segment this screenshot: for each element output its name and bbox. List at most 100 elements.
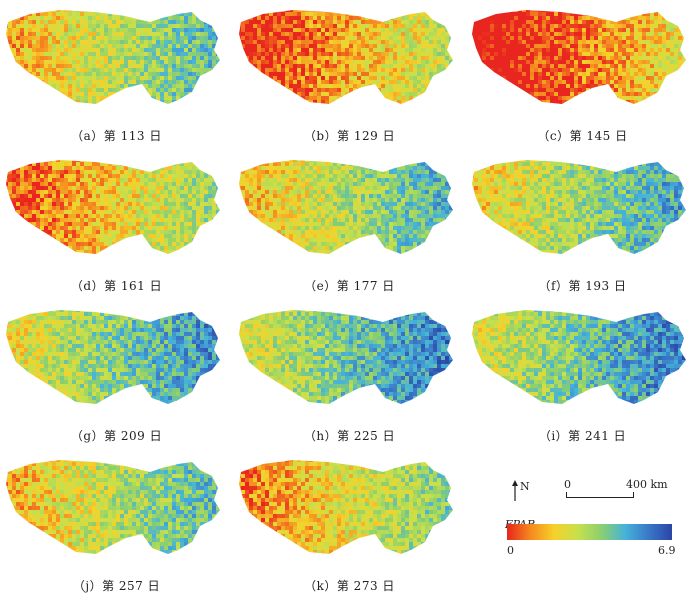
map-cell (132, 52, 136, 56)
map-cell (32, 186, 36, 190)
map-cell (482, 52, 486, 56)
map-cell (80, 210, 84, 214)
map-cell (678, 24, 682, 28)
map-cell (365, 10, 369, 12)
map-cell (321, 64, 325, 68)
map-cell (12, 64, 16, 68)
map-cell (168, 32, 172, 36)
map-cell (321, 44, 325, 48)
map-cell (674, 12, 678, 16)
map-cell (409, 36, 413, 40)
map-cell (52, 40, 56, 44)
map-cell (686, 44, 690, 48)
map-cell (212, 178, 216, 182)
map-cell (144, 174, 148, 178)
map-cell (76, 214, 80, 218)
map-cell (68, 104, 72, 108)
map-cell (16, 12, 20, 16)
map-cell (68, 48, 72, 52)
map-cell (558, 24, 562, 28)
map-cell (606, 68, 610, 72)
map-cell (650, 20, 654, 24)
map-cell (92, 166, 96, 170)
map-cell (554, 64, 558, 68)
map-cell (152, 92, 156, 96)
map-cell (626, 92, 630, 96)
map-cell (365, 20, 369, 24)
map-cell (441, 64, 445, 68)
map-cell (241, 84, 245, 88)
map-cell (96, 202, 100, 206)
map-cell (245, 12, 249, 16)
map-cell (68, 96, 72, 100)
map-cell (64, 206, 68, 210)
map-cell (176, 12, 180, 16)
map-cell (257, 36, 261, 40)
map-cell (104, 206, 108, 210)
map-cell (289, 32, 293, 36)
map-cell (297, 32, 301, 36)
map-cell (188, 166, 192, 170)
map-cell (56, 48, 60, 52)
map-cell (164, 186, 168, 190)
map-cell (478, 36, 482, 40)
map-cell (257, 104, 261, 108)
map-cell (140, 186, 144, 190)
map-cell (212, 72, 216, 76)
map-cell (28, 198, 32, 202)
map-cell (148, 170, 152, 174)
map-cell (200, 72, 204, 76)
map-cell (20, 52, 24, 56)
map-cell (172, 100, 176, 104)
map-cell (365, 36, 369, 40)
map-cell (285, 20, 289, 24)
map-cell (160, 56, 164, 60)
map-cell (44, 178, 48, 182)
map-cell (634, 16, 638, 20)
map-cell (281, 24, 285, 28)
map-cell (100, 178, 104, 182)
map-cell (377, 44, 381, 48)
map-cell (361, 48, 365, 52)
map-cell (132, 16, 136, 20)
map-cell (341, 36, 345, 40)
map-cell (341, 88, 345, 92)
map-cell (353, 64, 357, 68)
map-cell (329, 48, 333, 52)
map-cell (24, 190, 28, 194)
map-cell (441, 76, 445, 80)
map-cell (490, 52, 494, 56)
map-cell (482, 16, 486, 20)
map-cell (253, 84, 257, 88)
map-cell (92, 44, 96, 48)
map-cell (638, 32, 642, 36)
map-cell (156, 104, 160, 108)
map-cell (76, 202, 80, 206)
map-cell (345, 76, 349, 80)
map-cell (257, 12, 261, 16)
map-cell (401, 88, 405, 92)
map-cell (409, 20, 413, 24)
map-cell (642, 12, 646, 16)
map-cell (239, 92, 241, 96)
map-cell (514, 92, 518, 96)
map-cell (257, 10, 261, 12)
map-cell (160, 40, 164, 44)
map-cell (100, 28, 104, 32)
map-cell (172, 12, 176, 16)
map-cell (148, 80, 152, 84)
map-cell (530, 56, 534, 60)
map-cell (646, 10, 650, 12)
map-cell (333, 32, 337, 36)
map-cell (614, 68, 618, 72)
map-cell (622, 92, 626, 96)
map-cell (582, 80, 586, 84)
map-cell (168, 96, 172, 100)
map-cell (112, 16, 116, 20)
map-cell (180, 80, 184, 84)
map-cell (425, 88, 429, 92)
map-cell (40, 182, 44, 186)
map-cell (164, 32, 168, 36)
map-cell (538, 100, 542, 104)
map-cell (506, 10, 510, 12)
